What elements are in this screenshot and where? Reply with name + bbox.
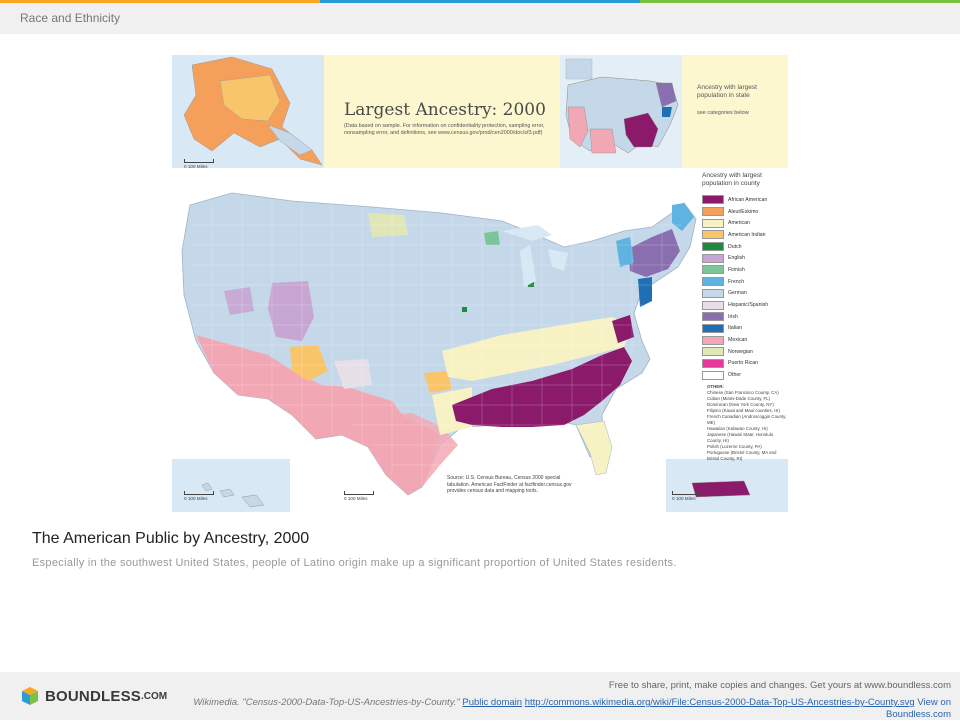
map-source-note: Source: U.S. Census Bureau, Census 2000 … [447, 475, 572, 495]
legend-swatch [702, 335, 724, 345]
legend-label: French [728, 278, 745, 285]
legend-label: American [728, 220, 750, 227]
other-items: Chinese (San Francisco County, CA) Cuban … [707, 390, 787, 462]
other-item: Dominican (New York County, NY) [707, 402, 774, 407]
legend-swatch [702, 370, 724, 380]
other-ancestries: OTHER: Chinese (San Francisco County, CA… [707, 384, 787, 462]
legend-label: Irish [728, 313, 738, 320]
logo-suffix: .COM [140, 690, 168, 702]
legend-item: Italian [702, 323, 788, 335]
ancestry-map-figure [172, 55, 788, 512]
legend-label: Aleut/Eskimo [728, 208, 759, 215]
legend-item: Other [702, 369, 788, 381]
other-item: Chinese (San Francisco County, CA) [707, 390, 779, 395]
legend-label: African American [728, 196, 768, 203]
scale-bar-alaska: 0 100 Miles [184, 159, 214, 169]
ancestry-map-image [172, 55, 788, 512]
map-note: (Data based on sample. For information o… [344, 123, 545, 136]
legend-swatch [702, 253, 724, 263]
legend-swatch [702, 323, 724, 333]
legend-label: Puerto Rican [728, 360, 758, 367]
scale-label: 0 100 Miles [184, 496, 208, 501]
legend-swatch [702, 312, 724, 322]
header-stripe-orange [0, 0, 320, 3]
legend-swatch [702, 207, 724, 217]
boundless-cube-icon [22, 687, 38, 705]
other-item: Cuban (Miami-Dade County, FL) [707, 396, 771, 401]
logo-text: BOUNDLESS [45, 687, 141, 705]
legend-label: Finnish [728, 266, 745, 273]
legend-label: Italian [728, 325, 742, 332]
legend-swatch [702, 358, 724, 368]
boundless-logo[interactable]: BOUNDLESS .COM [20, 686, 167, 706]
legend-item: Dutch [702, 241, 788, 253]
legend-swatch [702, 265, 724, 275]
state-legend-subtitle: see categories below [697, 110, 749, 116]
legend-item: Finnish [702, 264, 788, 276]
legend-label: American Indian [728, 231, 766, 238]
legend-item: Irish [702, 311, 788, 323]
legend-swatch [702, 242, 724, 252]
view-on-boundless-link[interactable]: View on Boundless.com [886, 697, 951, 720]
legend-swatch [702, 347, 724, 357]
scale-bar-hawaii: 0 100 Miles [184, 491, 214, 501]
other-item: French Canadian (Androscoggin County, ME… [707, 414, 787, 425]
scale-bar-puerto-rico: 0 100 Miles [672, 491, 702, 501]
legend-swatch [702, 300, 724, 310]
legend-label: Other [728, 372, 741, 379]
free-to-share-text: Free to share, print, make copies and ch… [608, 680, 951, 691]
caption-title: The American Public by Ancestry, 2000 [32, 530, 310, 547]
header-bar: Race and Ethnicity [0, 0, 960, 34]
legend-item: American Indian [702, 229, 788, 241]
legend-label: Hispanic/Spanish [728, 302, 769, 309]
legend-item: African American [702, 194, 788, 206]
other-item: Japanese (Hawaii State; Honolulu County,… [707, 432, 774, 443]
scale-label: 0 100 Miles [344, 496, 368, 501]
legend-item: Norwegian [702, 346, 788, 358]
legend-item: German [702, 288, 788, 300]
header-title: Race and Ethnicity [20, 11, 121, 25]
legend-item: Mexican [702, 334, 788, 346]
attribution-text: Wikimedia. "Census-2000-Data-Top-US-Ance… [193, 697, 460, 708]
header-stripe-green [640, 0, 960, 3]
footer-bar [0, 672, 960, 720]
legend-item: Puerto Rican [702, 358, 788, 370]
scale-label: 0 100 Miles [672, 496, 696, 501]
other-heading: OTHER: [707, 384, 724, 389]
scale-label: 0 100 Miles [184, 164, 208, 169]
legend-label: Dutch [728, 243, 742, 250]
legend-item: English [702, 252, 788, 264]
other-item: Portuguese (Bristol County, MA and Brist… [707, 450, 777, 461]
other-item: Polish (Luzerne County, PA) [707, 444, 762, 449]
legend-swatch [702, 288, 724, 298]
legend-label: Mexican [728, 337, 748, 344]
license-link[interactable]: Public domain [462, 697, 523, 708]
source-link[interactable]: http://commons.wikimedia.org/wiki/File:C… [524, 697, 915, 708]
attribution: Wikimedia. "Census-2000-Data-Top-US-Ance… [191, 697, 951, 721]
legend-swatch [702, 195, 724, 205]
legend-item: American [702, 217, 788, 229]
other-item: Hawaiian (Kalawao County, HI) [707, 426, 768, 431]
legend-swatch [702, 277, 724, 287]
legend-item: Hispanic/Spanish [702, 299, 788, 311]
legend-items: African American Aleut/Eskimo American Amer… [702, 194, 788, 381]
legend-label: English [728, 255, 746, 262]
legend-item: Aleut/Eskimo [702, 206, 788, 218]
legend-item: French [702, 276, 788, 288]
header-stripe-blue [320, 0, 640, 3]
state-legend-title: Ancestry with largest population in stat… [697, 84, 757, 99]
caption-description: Especially in the southwest United State… [32, 557, 677, 569]
map-title: Largest Ancestry: 2000 [344, 100, 546, 120]
other-item: Filipino (Kauai and Maui counties, HI) [707, 408, 780, 413]
legend-label: Norwegian [728, 348, 753, 355]
legend-swatch [702, 230, 724, 240]
legend-label: German [728, 290, 747, 297]
county-legend: Ancestry with largest population in coun… [702, 172, 788, 381]
legend-swatch [702, 218, 724, 228]
county-legend-title: Ancestry with largest population in coun… [702, 172, 762, 187]
scale-bar-main: 0 100 Miles [344, 491, 374, 501]
